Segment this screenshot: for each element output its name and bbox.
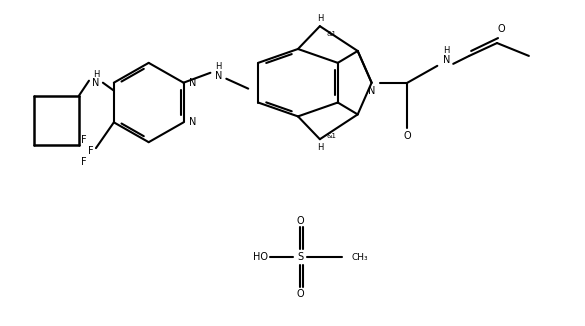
- Text: N: N: [443, 55, 450, 65]
- Text: F: F: [88, 146, 94, 156]
- Text: S: S: [297, 252, 303, 262]
- Text: H: H: [316, 143, 323, 152]
- Text: H: H: [215, 62, 222, 71]
- Text: F: F: [81, 135, 87, 145]
- Text: O: O: [296, 215, 304, 226]
- Text: F: F: [81, 157, 87, 167]
- Text: O: O: [404, 131, 411, 141]
- Text: O: O: [296, 289, 304, 299]
- Text: H: H: [93, 70, 99, 79]
- Text: H: H: [316, 14, 323, 23]
- Text: H: H: [443, 47, 449, 55]
- Text: O: O: [497, 24, 505, 34]
- Text: N: N: [189, 117, 196, 127]
- Text: N: N: [189, 78, 196, 88]
- Text: CH₃: CH₃: [352, 253, 369, 262]
- Text: &1: &1: [327, 31, 337, 37]
- Text: HO: HO: [253, 252, 268, 262]
- Text: N: N: [92, 78, 99, 88]
- Text: N: N: [368, 86, 376, 96]
- Text: N: N: [215, 71, 222, 81]
- Text: &1: &1: [327, 133, 337, 139]
